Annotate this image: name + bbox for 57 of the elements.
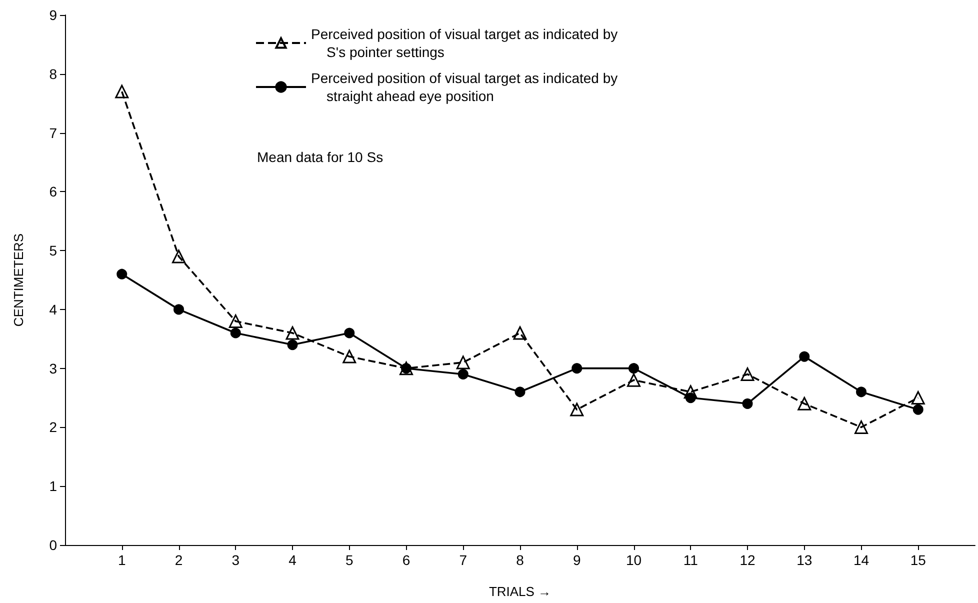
- point: [116, 268, 128, 280]
- y-tick-label: 9: [49, 7, 58, 23]
- annotation: Mean data for 10 Ss: [257, 149, 384, 165]
- x-tick-label: 2: [174, 552, 183, 568]
- point: [911, 391, 925, 405]
- point: [570, 402, 584, 416]
- y-tick-label: 4: [49, 301, 58, 318]
- point: [458, 368, 468, 380]
- point: [342, 350, 356, 364]
- point: [912, 404, 924, 415]
- point: [798, 396, 812, 410]
- x-tick-label: 5: [345, 552, 354, 568]
- point: [228, 314, 242, 328]
- point: [456, 356, 470, 370]
- x-tick-label: 4: [288, 552, 297, 568]
- point: [344, 328, 355, 338]
- x-tick-label: 12: [740, 552, 756, 568]
- point: [742, 398, 753, 409]
- x-tick-label: 9: [572, 552, 581, 568]
- x-axis-title: TRIALS →: [488, 584, 552, 599]
- y-tick-label: 0: [49, 537, 58, 553]
- point: [628, 363, 639, 374]
- x-tick-label: 15: [910, 552, 926, 568]
- point: [286, 326, 300, 340]
- x-tick-label: 13: [796, 552, 812, 568]
- x-tick-label: 7: [459, 552, 468, 568]
- y-tick-label: 5: [49, 242, 58, 259]
- point: [115, 84, 129, 98]
- point: [799, 351, 810, 362]
- point: [230, 328, 241, 338]
- y-tick-label: 3: [49, 360, 58, 376]
- point: [684, 385, 698, 399]
- x-tick-label: 11: [683, 552, 698, 568]
- point: [856, 386, 866, 398]
- point: [854, 420, 868, 434]
- y-axis-title: CENTIMETERS: [11, 233, 26, 327]
- x-tick-label: 10: [626, 552, 642, 568]
- x-tick-label: 8: [516, 552, 524, 568]
- point: [172, 250, 186, 264]
- x-tick-label: 3: [232, 552, 240, 568]
- point: [174, 304, 184, 315]
- y-tick-label: 1: [49, 478, 58, 494]
- x-tick-label: 6: [402, 552, 410, 568]
- legend-label: Perceived position of visual target as indicated by S's pointer settings: [311, 26, 618, 60]
- point: [514, 386, 526, 398]
- point: [740, 367, 754, 381]
- point: [572, 363, 582, 374]
- point: [513, 326, 527, 340]
- x-tick-label: 1: [118, 552, 126, 568]
- x-tick-label: 14: [853, 552, 870, 568]
- y-tick-label: 8: [49, 66, 58, 82]
- point: [627, 373, 640, 387]
- legend-label: Perceived position of visual target as indicated by straight ahead eye position: [311, 70, 618, 104]
- y-tick-label: 7: [49, 124, 58, 141]
- point: [287, 340, 298, 350]
- y-tick-label: 6: [49, 184, 58, 200]
- y-tick-label: 2: [49, 419, 58, 436]
